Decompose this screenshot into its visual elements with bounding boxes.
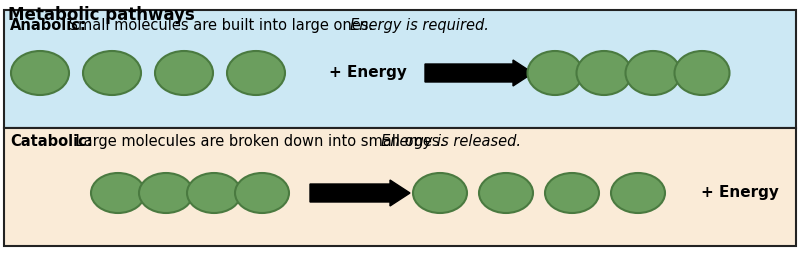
Text: Large molecules are broken down into small ones.: Large molecules are broken down into sma…	[71, 134, 449, 149]
Ellipse shape	[11, 51, 69, 95]
Ellipse shape	[577, 51, 631, 95]
Text: + Energy: + Energy	[701, 186, 779, 200]
Ellipse shape	[413, 173, 467, 213]
Ellipse shape	[479, 173, 533, 213]
Ellipse shape	[527, 51, 582, 95]
Bar	[4, 10, 796, 128]
Text: Catabolic:: Catabolic:	[10, 134, 93, 149]
Ellipse shape	[91, 173, 145, 213]
Ellipse shape	[187, 173, 241, 213]
Text: Anabolic:: Anabolic:	[10, 18, 86, 33]
Bar	[4, 128, 796, 246]
Text: Metabolic pathways: Metabolic pathways	[8, 6, 194, 24]
FancyArrow shape	[310, 180, 410, 206]
Ellipse shape	[611, 173, 665, 213]
Ellipse shape	[155, 51, 213, 95]
Text: Energy is released.: Energy is released.	[381, 134, 521, 149]
Text: + Energy: + Energy	[329, 66, 407, 80]
Ellipse shape	[235, 173, 289, 213]
Ellipse shape	[545, 173, 599, 213]
Ellipse shape	[139, 173, 193, 213]
Ellipse shape	[227, 51, 285, 95]
FancyArrow shape	[425, 60, 533, 86]
Ellipse shape	[83, 51, 141, 95]
Ellipse shape	[674, 51, 730, 95]
Text: Energy is required.: Energy is required.	[350, 18, 489, 33]
Ellipse shape	[626, 51, 681, 95]
Text: Small molecules are built into large ones.: Small molecules are built into large one…	[64, 18, 378, 33]
